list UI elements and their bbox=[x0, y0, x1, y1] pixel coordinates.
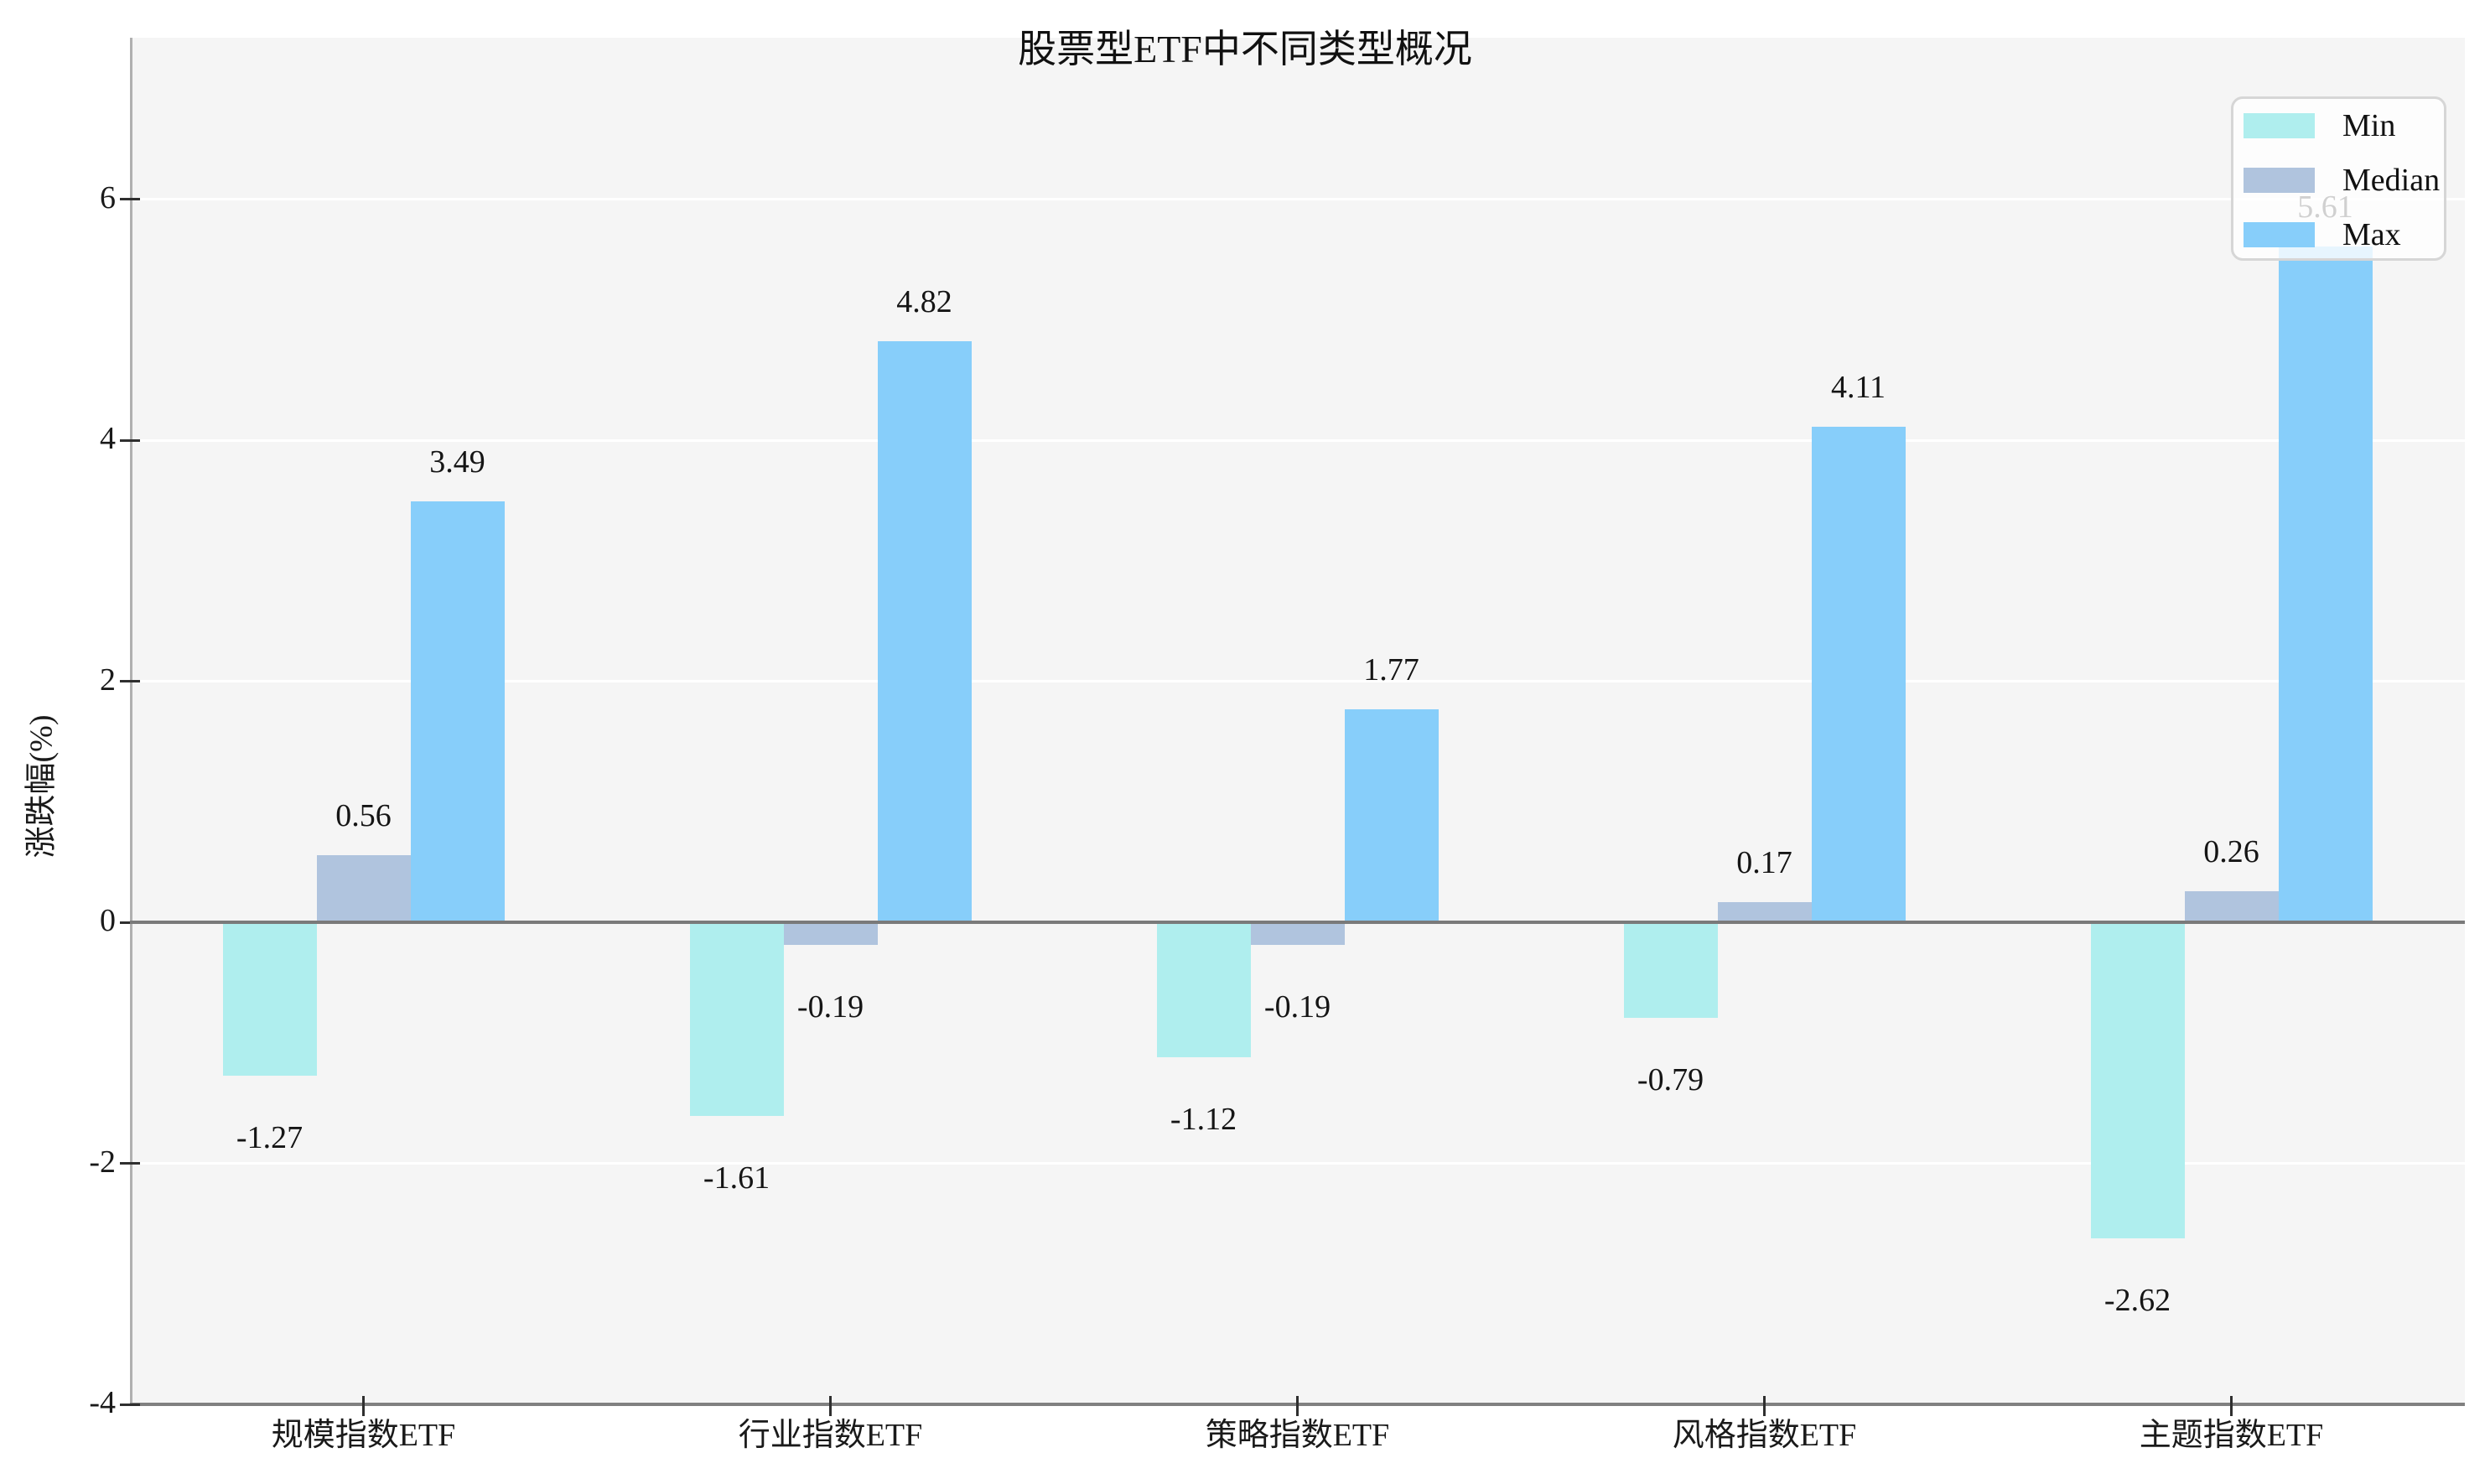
grid-line-y-4 bbox=[130, 438, 2465, 442]
y-tick-label-4: 4 bbox=[100, 421, 116, 457]
value-label-min-2: -1.12 bbox=[1170, 1102, 1237, 1138]
y-tick-mark--4 bbox=[120, 1403, 140, 1406]
value-label-median-3: 0.17 bbox=[1736, 844, 1792, 880]
x-tick-mark-4 bbox=[2230, 1396, 2233, 1416]
value-label-median-1: -0.19 bbox=[796, 989, 864, 1025]
grid-line-y--2 bbox=[130, 1162, 2465, 1165]
zero-line bbox=[130, 921, 2465, 925]
bar-max-0 bbox=[410, 501, 505, 923]
value-label-median-2: -0.19 bbox=[1263, 989, 1331, 1025]
legend-item-median: Median bbox=[2244, 163, 2441, 198]
chart-title: 股票型ETF中不同类型概况 bbox=[1018, 28, 1472, 70]
value-label-max-3: 4.11 bbox=[1830, 370, 1886, 406]
bar-max-3 bbox=[1811, 427, 1906, 923]
x-tick-label-3: 风格指数ETF bbox=[1672, 1418, 1857, 1453]
grid-line-y-6 bbox=[130, 198, 2465, 201]
value-label-min-3: -0.79 bbox=[1637, 1061, 1704, 1097]
legend-label-min: Min bbox=[2342, 108, 2396, 143]
legend-item-min: Min bbox=[2244, 109, 2439, 143]
legend: Min Median Max bbox=[2231, 96, 2446, 261]
y-tick-label-6: 6 bbox=[100, 179, 116, 215]
bar-max-4 bbox=[2278, 246, 2373, 923]
value-label-max-0: 3.49 bbox=[429, 444, 485, 480]
bar-min-1 bbox=[689, 922, 784, 1117]
legend-label-median: Median bbox=[2342, 163, 2441, 198]
value-label-min-1: -1.61 bbox=[703, 1160, 770, 1196]
value-label-min-0: -1.27 bbox=[236, 1119, 303, 1155]
legend-item-max: Max bbox=[2244, 218, 2439, 252]
bar-median-4 bbox=[2184, 890, 2279, 923]
value-label-min-4: -2.62 bbox=[2104, 1282, 2171, 1318]
value-label-median-0: 0.56 bbox=[335, 797, 392, 833]
grid-line-y-2 bbox=[130, 680, 2465, 683]
legend-swatch-median bbox=[2244, 168, 2315, 193]
x-tick-mark-2 bbox=[1296, 1396, 1299, 1416]
legend-swatch-min bbox=[2244, 113, 2315, 138]
y-tick-label--2: -2 bbox=[89, 1144, 116, 1180]
y-tick-label-2: 2 bbox=[100, 662, 116, 698]
x-tick-mark-0 bbox=[362, 1396, 365, 1416]
legend-swatch-max bbox=[2244, 222, 2315, 247]
bar-median-3 bbox=[1717, 901, 1812, 923]
bar-median-1 bbox=[783, 922, 878, 946]
y-axis-title: 涨跌幅(%) bbox=[23, 714, 60, 859]
y-tick-label--4: -4 bbox=[89, 1385, 116, 1420]
x-tick-mark-3 bbox=[1763, 1396, 1766, 1416]
bar-max-1 bbox=[877, 341, 972, 923]
bar-median-0 bbox=[316, 854, 411, 923]
y-tick-mark-6 bbox=[120, 198, 140, 201]
bar-min-3 bbox=[1623, 922, 1718, 1018]
y-tick-label-0: 0 bbox=[100, 903, 116, 939]
x-tick-mark-1 bbox=[829, 1396, 832, 1416]
bar-median-2 bbox=[1250, 922, 1345, 946]
y-tick-mark-2 bbox=[120, 680, 140, 683]
value-label-max-1: 4.82 bbox=[896, 284, 952, 320]
y-tick-mark--2 bbox=[120, 1162, 140, 1165]
bar-min-4 bbox=[2090, 922, 2185, 1238]
value-label-median-4: 0.26 bbox=[2203, 833, 2259, 869]
value-label-max-2: 1.77 bbox=[1363, 651, 1419, 688]
plot-area-background bbox=[130, 38, 2465, 1404]
legend-label-max: Max bbox=[2342, 217, 2401, 252]
x-tick-label-2: 策略指数ETF bbox=[1205, 1418, 1390, 1453]
x-tick-label-1: 行业指数ETF bbox=[738, 1418, 923, 1453]
y-tick-mark-4 bbox=[120, 438, 140, 442]
x-tick-label-0: 规模指数ETF bbox=[271, 1418, 456, 1453]
bar-min-2 bbox=[1156, 922, 1251, 1058]
left-axis-spine bbox=[130, 38, 132, 1404]
bar-min-0 bbox=[222, 922, 317, 1076]
bar-max-2 bbox=[1344, 708, 1439, 923]
x-tick-label-4: 主题指数ETF bbox=[2139, 1418, 2324, 1453]
